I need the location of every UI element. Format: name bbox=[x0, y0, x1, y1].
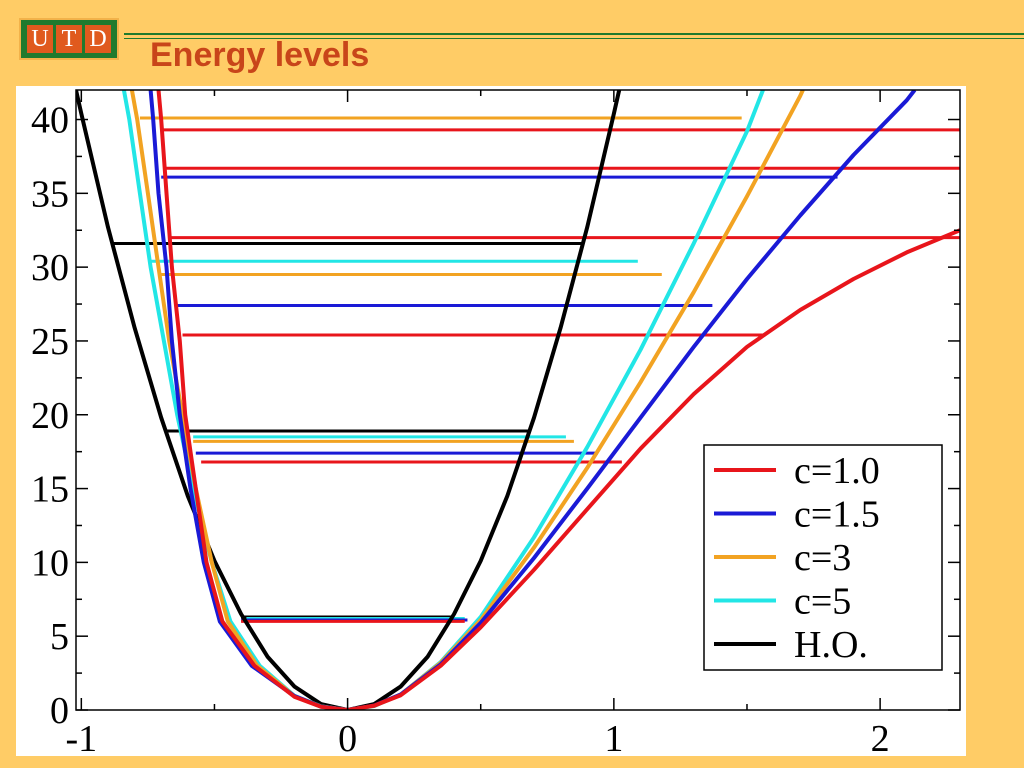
logo-letter-t: T bbox=[56, 25, 82, 53]
legend-label: c=5 bbox=[794, 581, 851, 623]
x-tick-label: 1 bbox=[604, 718, 623, 756]
y-tick-label: 30 bbox=[31, 247, 69, 289]
header-rule-bottom bbox=[124, 38, 1024, 39]
y-tick-label: 25 bbox=[31, 321, 69, 363]
header-rule-top bbox=[124, 33, 1024, 35]
x-tick-label: -1 bbox=[65, 718, 97, 756]
plot-frame bbox=[75, 89, 961, 711]
y-tick-label: 20 bbox=[31, 395, 69, 437]
legend-label: c=3 bbox=[794, 537, 851, 579]
y-tick-label: 0 bbox=[50, 690, 69, 732]
legend: c=1.0c=1.5c=3c=5H.O. bbox=[703, 444, 943, 671]
y-tick-label: 35 bbox=[31, 173, 69, 215]
logo-letter-u: U bbox=[27, 25, 53, 53]
legend-label: c=1.0 bbox=[794, 450, 880, 492]
x-tick-label: 0 bbox=[338, 718, 357, 756]
logo-letter-d: D bbox=[85, 25, 111, 53]
y-tick-label: 10 bbox=[31, 542, 69, 584]
slide-title: Energy levels bbox=[150, 36, 370, 74]
potential-curve-h-o bbox=[76, 90, 622, 710]
y-tick-label: 5 bbox=[50, 616, 69, 658]
utd-logo: U T D bbox=[19, 18, 119, 60]
legend-label: H.O. bbox=[794, 624, 868, 666]
plot-area bbox=[76, 90, 960, 710]
y-tick-label: 40 bbox=[31, 100, 69, 142]
potential-curve-c-1-0 bbox=[156, 90, 960, 710]
y-tick-label: 15 bbox=[31, 469, 69, 511]
legend-label: c=1.5 bbox=[794, 494, 880, 536]
x-tick-label: 2 bbox=[871, 718, 890, 756]
